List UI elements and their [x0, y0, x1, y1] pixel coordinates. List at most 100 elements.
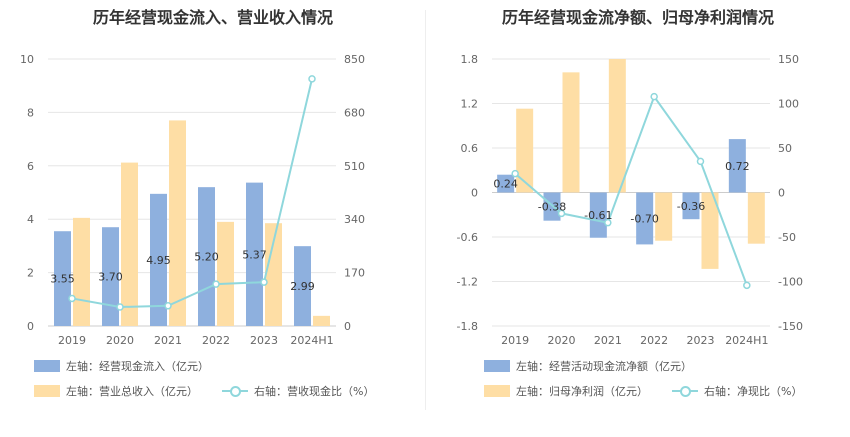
bar-data-label: 3.70	[98, 271, 123, 284]
y-right-tick-label: 150	[778, 53, 799, 66]
bar-orange	[701, 192, 719, 269]
x-tick-label: 2021	[154, 334, 182, 347]
ratio-point	[650, 92, 658, 101]
bar-orange	[516, 108, 534, 193]
bar-data-label: 2.99	[290, 280, 315, 293]
x-tick-label: 2021	[594, 334, 622, 347]
y-left-tick-label: 0.6	[461, 142, 479, 155]
y-left-tick-label: 0	[471, 187, 478, 200]
legend-swatch-orange	[484, 385, 510, 397]
bar-orange	[655, 192, 673, 241]
ratio-point	[308, 75, 316, 83]
y-right-tick-label: 340	[344, 213, 365, 226]
bar-orange	[121, 162, 138, 326]
legend-label: 左轴：经营现金流入（亿元）	[66, 360, 209, 373]
legend-label: 左轴：营业总收入（亿元）	[66, 385, 198, 398]
y-left-tick-label: 1.8	[461, 53, 479, 66]
bar-data-label: -0.38	[538, 201, 566, 214]
bar-blue	[728, 139, 746, 193]
legend-swatch-blue	[34, 360, 60, 372]
bar-orange	[217, 221, 234, 326]
legend-swatch-line	[672, 385, 698, 397]
bar-blue	[497, 174, 515, 193]
x-tick-label: 2022	[202, 334, 230, 347]
legend-swatch-orange	[34, 385, 60, 397]
ratio-point	[557, 209, 566, 218]
y-left-tick-label: 10	[20, 53, 34, 66]
bar-blue	[102, 227, 119, 326]
ratio-line	[71, 78, 313, 308]
bar-orange	[265, 223, 282, 326]
left-chart-panel: 历年经营现金流入、营业收入情况 0 2 4 6 8 10 0 170 340 510 680 850 2…	[20, 8, 374, 399]
bar-blue	[636, 192, 654, 245]
legend-item-cash-inflow[interactable]: 左轴：经营现金流入（亿元）	[34, 358, 209, 374]
ratio-point	[116, 303, 124, 311]
bar-orange	[562, 72, 580, 193]
ratio-point	[164, 302, 172, 310]
y-right-tick-label: 100	[778, 98, 799, 111]
ratio-point	[511, 169, 519, 178]
right-chart-svg: -1.8 -1.2 -0.6 0 0.6 1.2 1.8 -150 -100 -50 0 50 100 1…	[457, 53, 803, 347]
right-chart-title: 历年经营现金流净额、归母净利润情况	[501, 8, 774, 27]
bar-orange	[169, 120, 186, 326]
y-left-tick-label: 6	[27, 160, 34, 173]
legend-item-revenue[interactable]: 左轴：营业总收入（亿元）	[34, 383, 198, 399]
y-right-tick-label: 170	[344, 267, 365, 280]
bar-orange	[73, 217, 90, 326]
legend-label: 左轴：经营活动现金流净额（亿元）	[516, 360, 692, 373]
y-right-tick-label: 0	[778, 187, 785, 200]
y-right-tick-label: 850	[344, 53, 365, 66]
y-left-tick-label: 8	[27, 106, 34, 119]
y-right-tick-label: 680	[344, 106, 365, 119]
x-tick-label: 2023	[250, 334, 278, 347]
legend-label: 右轴：净现比（%）	[704, 385, 803, 398]
bar-data-label: 3.55	[50, 273, 75, 286]
ratio-point	[68, 294, 76, 303]
bar-blue	[294, 246, 311, 326]
bar-data-label: 0.72	[725, 160, 750, 173]
y-left-tick-label: -1.8	[457, 320, 478, 333]
legend-label: 右轴：营收现金比（%）	[254, 385, 375, 398]
y-left-tick-label: 0	[27, 320, 34, 333]
bar-data-label: 5.20	[194, 251, 219, 264]
bar-orange	[313, 315, 330, 326]
legend-item-revenue-cash-ratio[interactable]: 右轴：营收现金比（%）	[222, 383, 374, 399]
bar-data-label: -0.61	[584, 209, 612, 222]
x-tick-label: 2020	[106, 334, 134, 347]
legend-swatch-line	[222, 385, 248, 397]
x-tick-label: 2020	[548, 334, 576, 347]
right-chart-panel: 历年经营现金流净额、归母净利润情况 -1.8 -1.2 -0.6 0 0.6 1.2 1.8…	[426, 0, 850, 437]
x-tick-label: 2024H1	[725, 334, 768, 347]
left-chart-title: 历年经营现金流入、营业收入情况	[92, 8, 333, 27]
bar-data-label: 4.95	[146, 254, 171, 267]
bar-orange	[608, 59, 626, 193]
y-left-tick-label: -1.2	[457, 276, 478, 289]
legend-swatch-blue	[484, 360, 510, 372]
x-tick-label: 2023	[687, 334, 715, 347]
bar-data-label: -0.70	[630, 212, 658, 225]
bar-data-label: 5.37	[242, 248, 267, 261]
bar-orange	[747, 192, 765, 244]
y-right-tick-label: -150	[778, 320, 803, 333]
bar-blue	[543, 192, 561, 221]
ratio-point	[260, 278, 268, 286]
left-chart-svg: 0 2 4 6 8 10 0 170 340 510 680 850 2019 2020 2021 2022 2…	[20, 53, 365, 347]
bar-blue	[246, 182, 263, 326]
ratio-point	[212, 280, 220, 288]
bar-blue	[54, 231, 71, 326]
y-right-tick-label: 0	[344, 320, 351, 333]
ratio-line	[514, 94, 748, 286]
y-right-tick-label: 50	[778, 142, 792, 155]
bar-data-label: 0.24	[493, 178, 518, 191]
x-tick-label: 2019	[58, 334, 86, 347]
legend-item-net-operating-cash[interactable]: 左轴：经营活动现金流净额（亿元）	[484, 358, 692, 374]
legend-item-net-profit[interactable]: 左轴：归母净利润（亿元）	[484, 383, 648, 399]
y-left-tick-label: -0.6	[457, 231, 478, 244]
y-right-tick-label: 510	[344, 160, 365, 173]
x-tick-label: 2019	[501, 334, 529, 347]
ratio-point	[696, 157, 705, 166]
y-left-tick-label: 1.2	[461, 98, 479, 111]
legend-item-cash-to-profit-ratio[interactable]: 右轴：净现比（%）	[672, 383, 802, 399]
x-tick-label: 2024H1	[290, 334, 333, 347]
y-left-tick-label: 4	[27, 213, 34, 226]
